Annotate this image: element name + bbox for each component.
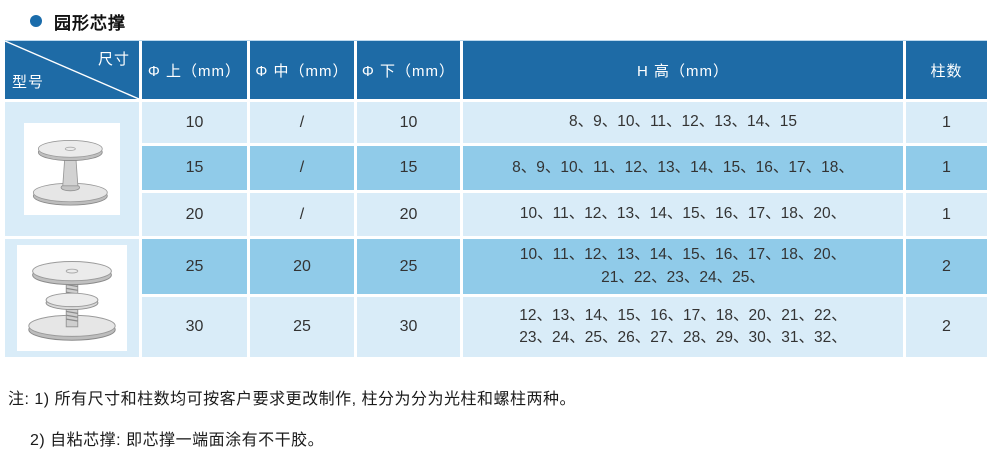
cell-column-count: 1	[906, 193, 987, 236]
cell-phi-mid: 25	[250, 297, 354, 357]
cell-phi-bottom: 25	[357, 239, 460, 294]
cell-heights: 10、11、12、13、14、15、16、17、18、20、 21、22、23、…	[463, 239, 903, 294]
cell-phi-top: 20	[142, 193, 247, 236]
column-header-phi-bottom: Φ 下（mm）	[357, 41, 460, 99]
cell-phi-bottom: 15	[357, 146, 460, 190]
cell-heights: 8、9、10、11、12、13、14、15、16、17、18、	[463, 146, 903, 190]
column-header-height: H 高（mm）	[463, 41, 903, 99]
cell-column-count: 1	[906, 102, 987, 143]
cell-phi-mid: /	[250, 102, 354, 143]
page-title: 园形芯撑	[54, 13, 126, 33]
table-corner-cell: 尺寸 型号	[5, 41, 139, 99]
cell-heights: 12、13、14、15、16、17、18、20、21、22、 23、24、25、…	[463, 297, 903, 357]
diagonal-line	[5, 41, 139, 99]
note-line-1: 注: 1) 所有尺寸和柱数均可按客户要求更改制作, 柱分为分为光柱和螺柱两种。	[8, 391, 576, 408]
cell-phi-bottom: 30	[357, 297, 460, 357]
corner-label-size: 尺寸	[97, 51, 130, 68]
page-title-row: 园形芯撑	[30, 10, 991, 33]
corner-label-model: 型号	[12, 74, 45, 91]
product-image-cell-group2	[5, 239, 139, 357]
cell-phi-mid: /	[250, 193, 354, 236]
cell-phi-top: 10	[142, 102, 247, 143]
cell-column-count: 2	[906, 297, 987, 357]
cell-phi-top: 30	[142, 297, 247, 357]
product-image-cell-group1	[5, 102, 139, 236]
column-header-phi-mid: Φ 中（mm）	[250, 41, 354, 99]
notes-section: 注: 1) 所有尺寸和柱数均可按客户要求更改制作, 柱分为分为光柱和螺柱两种。 …	[8, 385, 991, 450]
product-image-frame	[17, 245, 127, 351]
column-header-column-count: 柱数	[906, 41, 987, 99]
cell-phi-top: 25	[142, 239, 247, 294]
cell-phi-mid: 20	[250, 239, 354, 294]
column-header-phi-top: Φ 上（mm）	[142, 41, 247, 99]
cell-phi-mid: /	[250, 146, 354, 190]
note-line-2: 2) 自粘芯撑: 即芯撑一端面涂有不干胶。	[30, 432, 325, 449]
cell-column-count: 1	[906, 146, 987, 190]
single-column-spool-image	[32, 140, 108, 206]
cell-phi-bottom: 20	[357, 193, 460, 236]
cell-heights: 10、11、12、13、14、15、16、17、18、20、	[463, 193, 903, 236]
cell-phi-top: 15	[142, 146, 247, 190]
cell-column-count: 2	[906, 239, 987, 294]
product-image-frame	[24, 123, 120, 215]
bullet-icon	[30, 15, 42, 27]
double-column-spool-image	[28, 261, 116, 341]
spec-table: 尺寸 型号 Φ 上（mm） Φ 中（mm） Φ 下（mm） H 高（mm） 柱数…	[5, 40, 987, 357]
cell-heights: 8、9、10、11、12、13、14、15	[463, 102, 903, 143]
cell-phi-bottom: 10	[357, 102, 460, 143]
